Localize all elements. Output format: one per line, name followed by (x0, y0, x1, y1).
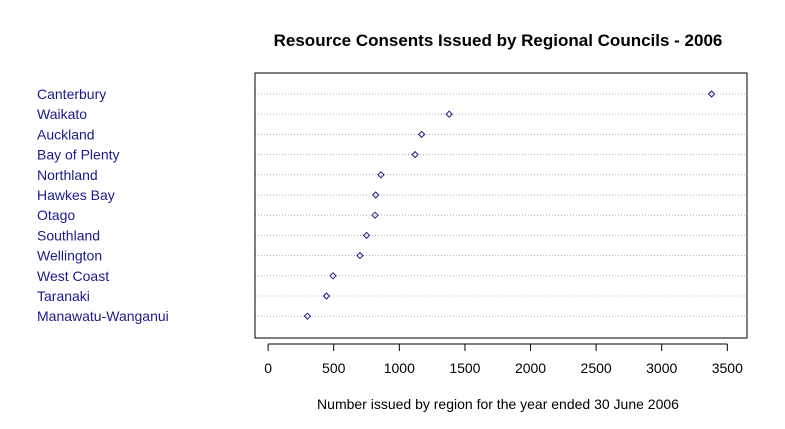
category-label: Northland (37, 167, 98, 183)
category-label: West Coast (37, 268, 109, 284)
category-label: Hawkes Bay (37, 187, 115, 203)
data-point (322, 292, 331, 300)
data-point (329, 272, 337, 280)
data-point (417, 130, 426, 139)
x-tick-label: 3000 (646, 360, 677, 376)
data-point (377, 171, 385, 179)
x-tick-label: 3500 (712, 360, 743, 376)
x-axis-label: Number issued by region for the year end… (317, 396, 679, 412)
x-axis: 0 500 1000 1500 2000 2500 3000 3500 (264, 343, 743, 376)
x-tick-label: 1000 (384, 360, 415, 376)
x-tick-label: 1500 (449, 360, 480, 376)
category-labels: Canterbury Waikato Auckland Bay of Plenty No… (37, 86, 169, 324)
data-point (371, 191, 380, 199)
category-label: Taranaki (37, 288, 90, 304)
data-point (356, 251, 364, 260)
data-points (303, 90, 716, 320)
category-label: Bay of Plenty (37, 147, 120, 163)
gridlines (255, 93, 747, 317)
data-point (303, 312, 312, 320)
category-label: Manawatu-Wanganui (37, 308, 169, 324)
data-point (362, 231, 371, 240)
data-point (411, 150, 419, 159)
category-label: Canterbury (37, 86, 106, 102)
data-point (707, 90, 716, 98)
x-tick-label: 2000 (515, 360, 546, 376)
x-tick-label: 2500 (581, 360, 612, 376)
x-tick-label: 500 (322, 360, 346, 376)
chart-title: Resource Consents Issued by Regional Cou… (274, 31, 723, 50)
x-tick-label: 0 (264, 360, 272, 376)
category-label: Southland (37, 227, 100, 243)
category-label: Otago (37, 207, 75, 223)
category-label: Auckland (37, 126, 95, 142)
data-point (371, 211, 379, 219)
data-point (445, 110, 453, 118)
category-label: Wellington (37, 248, 102, 264)
plot-frame (254, 72, 748, 339)
category-label: Waikato (37, 106, 87, 122)
